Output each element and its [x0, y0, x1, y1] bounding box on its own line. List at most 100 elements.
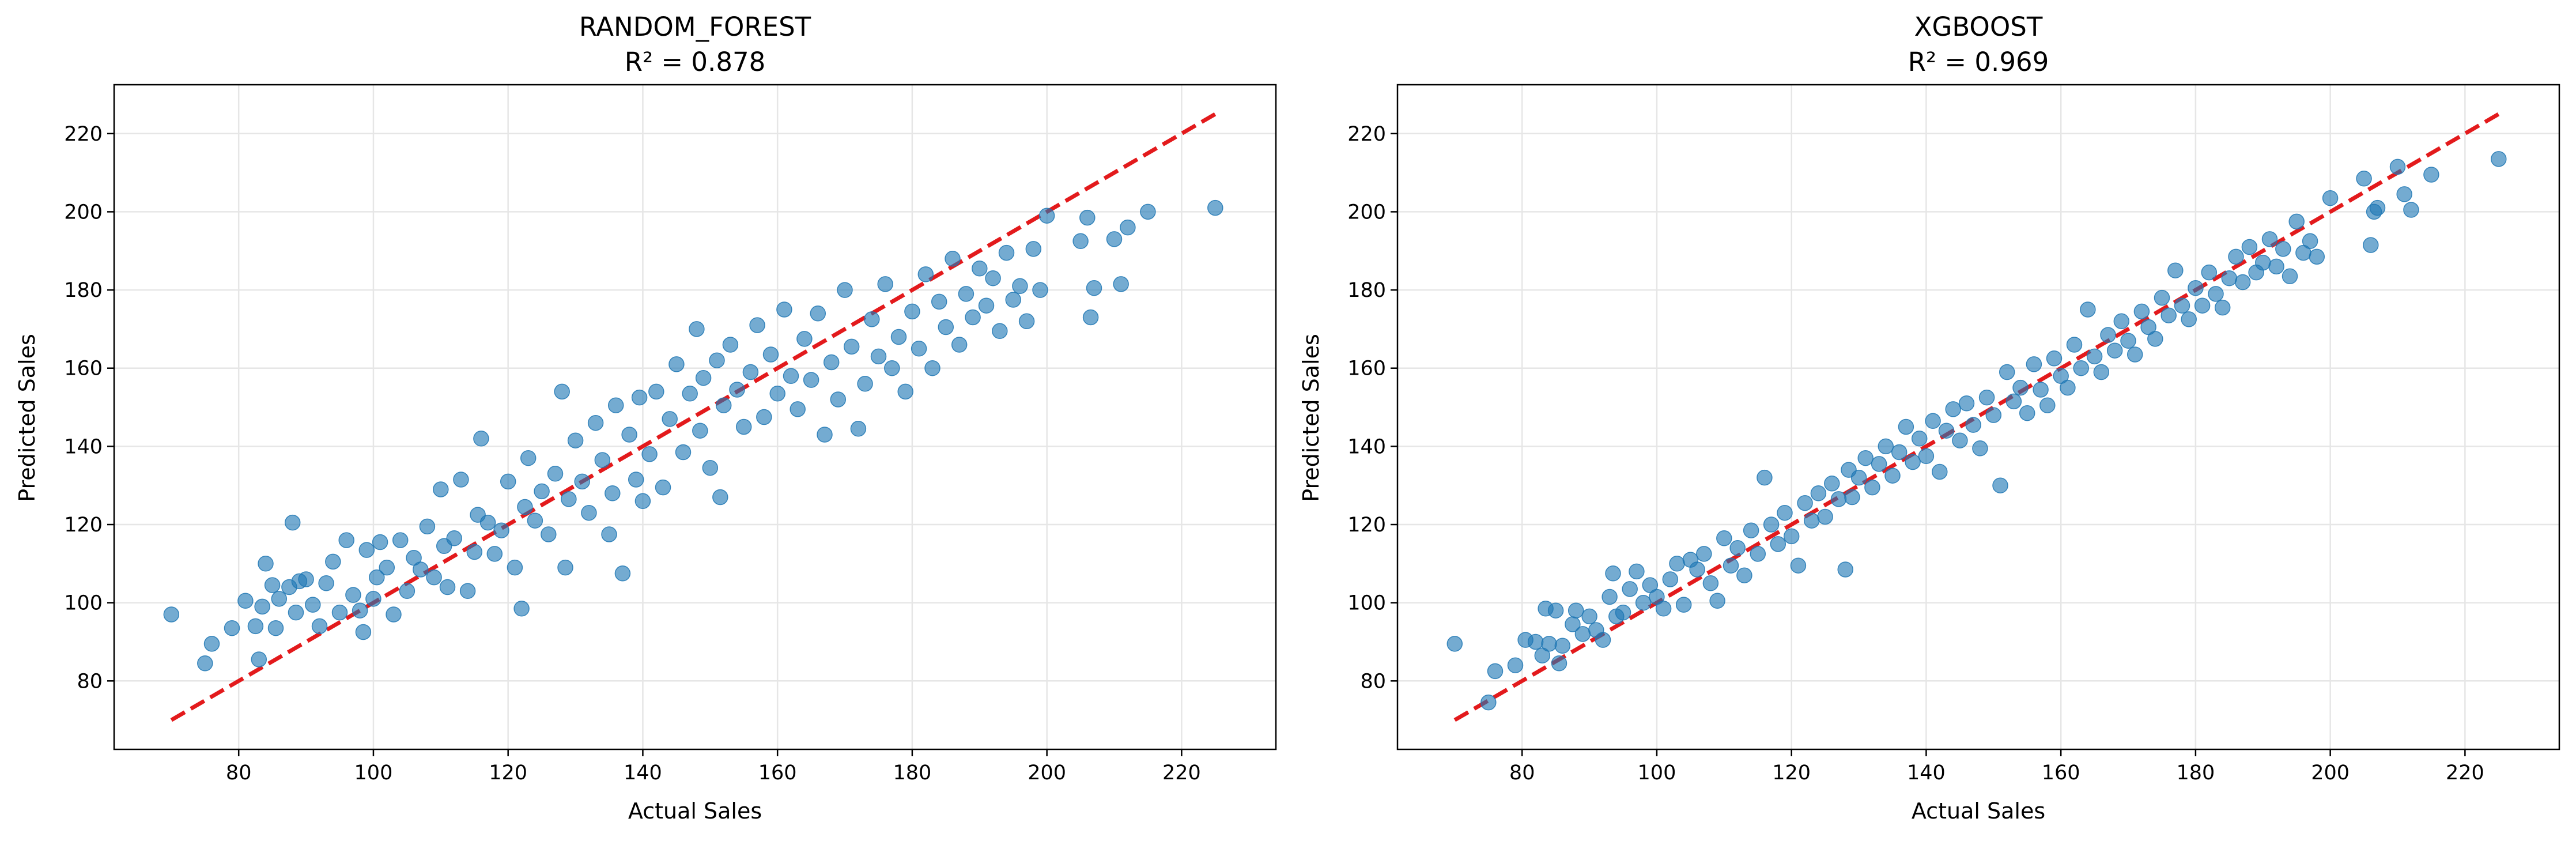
- data-point: [594, 452, 611, 468]
- data-point: [1952, 432, 1968, 448]
- data-point: [1655, 601, 1672, 617]
- data-point: [264, 577, 281, 593]
- data-point: [163, 606, 180, 623]
- data-point: [1925, 413, 1941, 429]
- data-point: [581, 504, 597, 521]
- data-point: [917, 266, 934, 282]
- data-point: [1554, 638, 1571, 654]
- data-point: [446, 530, 462, 546]
- y-axis-label: Predicted Sales: [14, 334, 40, 502]
- data-point: [857, 376, 873, 392]
- data-point: [284, 514, 301, 531]
- data-point: [769, 386, 785, 402]
- y-tick-label: 120: [64, 514, 103, 537]
- data-point: [682, 386, 698, 402]
- data-point: [965, 309, 981, 326]
- data-point: [890, 329, 907, 345]
- data-point: [2241, 239, 2258, 255]
- data-point: [419, 518, 436, 535]
- x-tick-label: 160: [2042, 761, 2080, 785]
- data-point: [803, 372, 819, 388]
- data-point: [722, 337, 739, 353]
- data-point: [2073, 360, 2089, 376]
- data-point: [1790, 557, 1807, 574]
- data-point: [561, 491, 577, 507]
- data-point: [1567, 602, 1584, 619]
- data-point: [628, 472, 644, 488]
- data-point: [2080, 301, 2096, 318]
- data-point: [1649, 589, 1665, 605]
- x-axis-label: Actual Sales: [628, 798, 762, 824]
- data-point: [2053, 368, 2069, 384]
- data-point: [1716, 530, 1732, 546]
- data-point: [1527, 633, 1544, 650]
- data-point: [1480, 694, 1497, 711]
- data-point: [2167, 262, 2184, 278]
- data-point: [2396, 186, 2412, 202]
- data-point: [1012, 278, 1028, 295]
- data-point: [1918, 448, 1935, 465]
- data-point: [1999, 364, 2015, 380]
- data-point: [1783, 528, 1800, 545]
- data-point: [2282, 268, 2298, 285]
- data-point: [1743, 522, 1759, 538]
- data-point: [557, 559, 573, 576]
- data-point: [527, 512, 543, 529]
- data-point: [1709, 593, 1725, 609]
- data-point: [668, 356, 685, 372]
- data-point: [507, 559, 523, 576]
- data-point: [1106, 231, 1123, 247]
- data-point: [1547, 602, 1564, 619]
- data-point: [534, 483, 550, 500]
- plot-frame: [1396, 84, 2560, 751]
- data-point: [692, 423, 708, 439]
- y-tick-label: 200: [1347, 201, 1386, 224]
- data-point: [1844, 489, 1860, 506]
- data-point: [1878, 438, 1894, 455]
- data-point: [1534, 647, 1551, 663]
- data-point: [486, 546, 503, 562]
- data-point: [776, 301, 792, 318]
- data-point: [2369, 199, 2386, 216]
- x-tick-label: 80: [1509, 761, 1535, 785]
- data-point: [675, 444, 692, 461]
- data-point: [2120, 333, 2136, 349]
- x-tick-label: 140: [1907, 761, 1946, 785]
- data-point: [1736, 567, 1752, 583]
- data-point: [605, 485, 621, 501]
- data-point: [972, 261, 988, 277]
- data-point: [2012, 379, 2029, 396]
- data-point: [2147, 331, 2163, 347]
- data-point: [567, 432, 584, 448]
- data-point: [817, 427, 833, 443]
- data-point: [1723, 557, 1739, 574]
- y-tick-label: 180: [1347, 279, 1386, 302]
- data-point: [466, 544, 483, 560]
- data-point: [931, 293, 947, 310]
- data-point: [938, 319, 954, 335]
- x-axis-label: Actual Sales: [1912, 798, 2045, 824]
- data-point: [1850, 469, 1867, 486]
- data-point: [459, 583, 476, 599]
- y-tick-label: 160: [64, 357, 103, 380]
- data-point: [924, 360, 940, 376]
- data-point: [2228, 248, 2244, 265]
- data-point: [547, 466, 564, 482]
- data-point: [2403, 202, 2419, 218]
- data-point: [473, 431, 489, 447]
- data-point: [298, 571, 314, 587]
- grid-lines: [1397, 85, 2559, 749]
- data-point: [1675, 597, 1692, 613]
- data-point: [2106, 342, 2123, 359]
- data-point: [1871, 456, 1887, 472]
- data-point: [1824, 476, 1840, 492]
- data-point: [729, 382, 745, 398]
- data-point: [695, 369, 712, 386]
- data-point: [2214, 299, 2231, 316]
- data-point: [413, 561, 429, 578]
- data-point: [1803, 512, 1820, 529]
- data-point: [756, 409, 772, 425]
- data-point: [2255, 254, 2271, 271]
